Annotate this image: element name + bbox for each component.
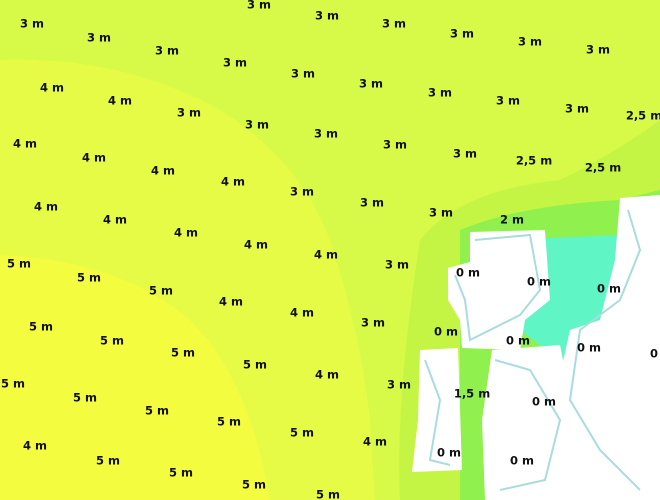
wave-height-label: 5 m: [1, 377, 25, 391]
wave-height-label: 3 m: [565, 102, 589, 116]
wave-height-label: 5 m: [7, 257, 31, 271]
wave-height-label: 0 m: [456, 266, 480, 280]
wave-height-label: 3 m: [20, 17, 44, 31]
wave-height-label: 4 m: [82, 151, 106, 165]
wave-height-label: 0 m: [597, 282, 621, 296]
wave-height-label: 5 m: [169, 466, 193, 480]
wave-height-label: 5 m: [217, 415, 241, 429]
wave-height-label: 3 m: [453, 147, 477, 161]
wave-height-label: 3 m: [245, 118, 269, 132]
wave-height-label: 1,5 m: [454, 387, 490, 401]
wave-height-label: 3 m: [518, 35, 542, 49]
wave-height-label: 3 m: [496, 94, 520, 108]
wave-height-label: 3 m: [428, 86, 452, 100]
wave-height-label: 3 m: [247, 0, 271, 12]
wave-height-label: 2,5 m: [626, 109, 660, 123]
wave-height-label: 3 m: [385, 258, 409, 272]
wave-height-label: 0 m: [510, 454, 534, 468]
wave-height-label: 3 m: [361, 316, 385, 330]
wave-height-label: 4 m: [315, 368, 339, 382]
wave-height-label: 3 m: [315, 9, 339, 23]
wave-height-label: 4 m: [23, 439, 47, 453]
sea-5m: [0, 255, 270, 500]
wave-height-label: 0 m: [434, 325, 458, 339]
wave-height-label: 0 m: [506, 334, 530, 348]
wave-height-label: 4 m: [108, 94, 132, 108]
wave-height-label: 2,5 m: [516, 154, 552, 168]
wave-height-label: 0 m: [437, 446, 461, 460]
wave-height-label: 3 m: [382, 17, 406, 31]
wave-height-label: 3 m: [155, 44, 179, 58]
wave-height-label: 3 m: [223, 56, 247, 70]
wave-height-label: 0: [650, 347, 658, 361]
wave-height-label: 0 m: [532, 395, 556, 409]
wave-height-label: 5 m: [96, 454, 120, 468]
wave-height-label: 4 m: [219, 295, 243, 309]
wave-height-label: 5 m: [171, 346, 195, 360]
wave-height-label: 5 m: [243, 358, 267, 372]
wave-height-label: 4 m: [103, 213, 127, 227]
wave-height-label: 3 m: [87, 31, 111, 45]
wave-height-label: 4 m: [244, 238, 268, 252]
wave-height-label: 4 m: [363, 435, 387, 449]
wave-height-label: 5 m: [316, 488, 340, 500]
wave-height-label: 5 m: [145, 404, 169, 418]
wave-height-label: 5 m: [290, 426, 314, 440]
wave-height-label: 5 m: [73, 391, 97, 405]
wave-height-label: 3 m: [314, 127, 338, 141]
wave-height-label: 4 m: [174, 226, 198, 240]
wave-height-label: 3 m: [429, 206, 453, 220]
wave-height-label: 3 m: [360, 196, 384, 210]
wave-height-label: 5 m: [100, 334, 124, 348]
wave-height-label: 4 m: [314, 248, 338, 262]
wave-height-label: 3 m: [387, 378, 411, 392]
wave-height-label: 4 m: [290, 306, 314, 320]
wave-height-label: 5 m: [242, 478, 266, 492]
wave-height-label: 3 m: [586, 43, 610, 57]
wave-height-label: 3 m: [383, 138, 407, 152]
wave-height-label: 4 m: [13, 137, 37, 151]
wave-height-label: 3 m: [290, 185, 314, 199]
wave-height-label: 3 m: [291, 67, 315, 81]
wave-height-label: 5 m: [29, 320, 53, 334]
wave-height-label: 4 m: [34, 200, 58, 214]
wave-height-label: 4 m: [151, 164, 175, 178]
wave-height-label: 3 m: [177, 106, 201, 120]
coastline: [424, 209, 642, 491]
wave-height-label: 5 m: [77, 271, 101, 285]
wave-height-label: 3 m: [450, 27, 474, 41]
wave-height-label: 3 m: [359, 77, 383, 91]
wave-height-label: 2,5 m: [585, 161, 621, 175]
wave-height-label: 0 m: [577, 341, 601, 355]
wave-height-label: 0 m: [527, 275, 551, 289]
wave-height-label: 4 m: [221, 175, 245, 189]
wave-height-label: 2 m: [500, 213, 524, 227]
wave-height-label: 5 m: [149, 284, 173, 298]
wave-height-label: 4 m: [40, 81, 64, 95]
